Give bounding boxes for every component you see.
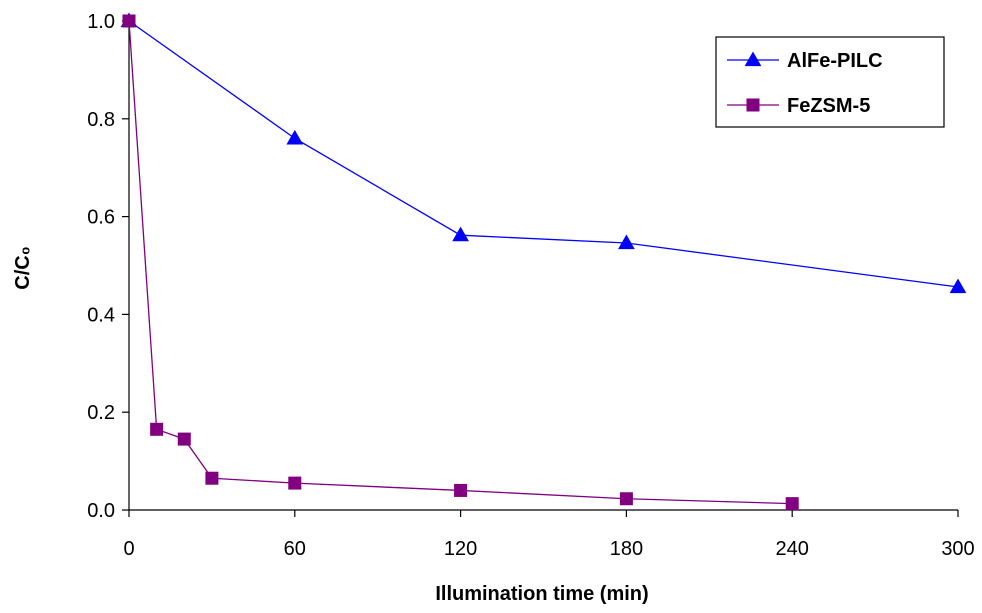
y-tick-label: 0.0: [87, 500, 115, 522]
legend-marker: [744, 51, 762, 67]
y-axis-title: C/C₀: [12, 246, 34, 289]
legend-marker: [746, 98, 760, 112]
legend-label: AlFe-PILC: [787, 50, 883, 72]
x-tick-label: 120: [444, 538, 477, 560]
y-tick-label: 0.2: [87, 402, 115, 424]
data-point: [288, 476, 302, 490]
series-line: [128, 20, 793, 505]
data-point: [286, 129, 304, 145]
y-tick-label: 0.4: [87, 304, 115, 326]
data-point: [785, 497, 799, 511]
legend: AlFe-PILC FeZSM-5: [715, 36, 945, 128]
legend-label: FeZSM-5: [787, 95, 870, 117]
data-point: [122, 14, 136, 28]
data-point: [150, 422, 164, 436]
x-axis-title: Illumination time (min): [435, 583, 648, 605]
y-tick-label: 1.0: [87, 11, 115, 33]
series-2: [122, 14, 799, 511]
x-tick-label: 240: [776, 538, 809, 560]
data-point: [618, 234, 635, 250]
y-tick-label: 0.8: [87, 109, 115, 131]
series-1: [120, 12, 967, 294]
y-tick-label: 0.6: [87, 207, 115, 229]
axes: 0.0 0.2 0.4 0.6 0.8 1.0 0 60 120 180 240 300: [87, 11, 975, 560]
data-point: [454, 483, 468, 497]
legend-box: [715, 36, 945, 128]
data-point: [452, 226, 469, 242]
data-point: [949, 278, 967, 294]
data-point: [177, 432, 191, 446]
x-tick-label: 180: [610, 538, 643, 560]
series-layer: [120, 12, 967, 511]
data-point: [205, 471, 219, 485]
x-tick-label: 60: [284, 538, 306, 560]
x-tick-label: 0: [123, 538, 134, 560]
data-point: [619, 492, 633, 506]
x-tick-label: 300: [941, 538, 974, 560]
